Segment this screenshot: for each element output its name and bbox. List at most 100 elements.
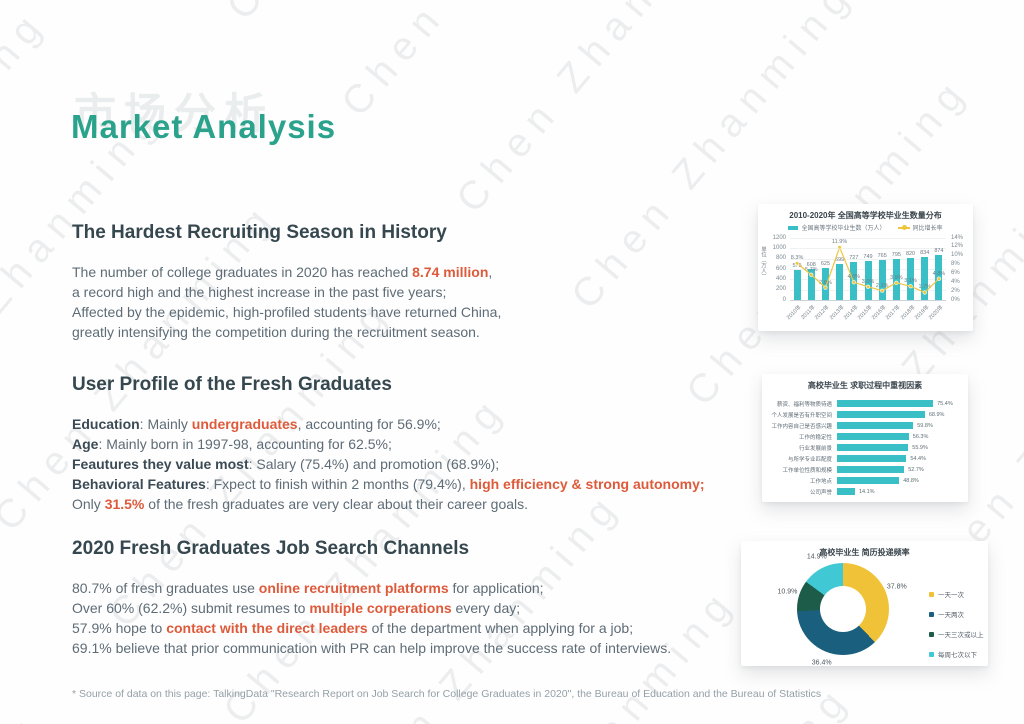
bar-value-label: 749 bbox=[863, 254, 873, 261]
text-segment: Behavioral Features bbox=[72, 476, 206, 492]
highlight-text: 8.74 million bbox=[412, 264, 489, 280]
legend-label: 一天一次 bbox=[938, 592, 964, 599]
hbar-row: 工作内容自己是否感兴趣 59.8% bbox=[770, 422, 962, 430]
legend-swatch-icon bbox=[929, 651, 934, 657]
slice-value-label: 10.9% bbox=[777, 588, 798, 596]
slice-value-label: 36.4% bbox=[811, 659, 832, 667]
bar bbox=[837, 400, 934, 407]
bar bbox=[921, 256, 929, 300]
bar-value-label: 59.8% bbox=[917, 422, 933, 429]
bar-value-label: 54.4% bbox=[910, 455, 926, 462]
highlight-text: undergraduates bbox=[191, 416, 298, 432]
y-axis-tick-left: 800 bbox=[775, 255, 786, 262]
bar-value-label: 68.9% bbox=[928, 411, 945, 418]
y-axis-tick-right: 6% bbox=[951, 269, 960, 276]
bar bbox=[836, 263, 844, 300]
section-heading: 2020 Fresh Graduates Job Search Channels bbox=[72, 538, 470, 559]
bar-value-label: 75.4% bbox=[937, 400, 953, 407]
bar-value-label: 874 bbox=[934, 247, 944, 254]
chart-plot: 单位（万人） 0 200 400 600 800 1000 1200 0% 2% 4% 6% 8% 10… bbox=[760, 235, 963, 322]
y-axis-tick-right: 10% bbox=[951, 252, 964, 259]
category-label: 公司声誉 bbox=[809, 489, 832, 496]
bar-value-label: 765 bbox=[877, 253, 887, 260]
text-segment: : Mainly born in 1997-98, accounting for… bbox=[98, 436, 392, 452]
text-line: Education: Mainly undergraduates, accoun… bbox=[72, 414, 732, 434]
category-label: 工作单位性质和规模 bbox=[782, 467, 832, 474]
slice-value-label: 37.8% bbox=[886, 583, 907, 591]
chart-card-graduates-trend: 2010-2020年 全国高等学校毕业生数量分布 全国高等学校毕业生数（万人） 同… bbox=[758, 204, 973, 331]
text-line: Behavioral Features: Fxpect to finish wi… bbox=[72, 474, 732, 494]
slice-value-label: 14.9% bbox=[806, 553, 827, 561]
bar-value-label: 608 bbox=[806, 261, 816, 268]
line-value-label: 2.1% bbox=[875, 282, 889, 289]
y-axis-tick-right: 8% bbox=[951, 261, 960, 268]
donut-hole bbox=[820, 586, 866, 632]
bar-value-label: 52.7% bbox=[908, 466, 924, 473]
y-axis-tick-left: 1000 bbox=[772, 244, 786, 251]
text-segment: Feautures they value most bbox=[72, 456, 249, 472]
legend-label: 每周七次以下 bbox=[938, 652, 977, 659]
category-label: 薪资、福利等物质待遇 bbox=[776, 401, 832, 408]
text-segment: greatly intensifying the competition dur… bbox=[72, 324, 480, 340]
chart-title: 高校毕业生 简历投递频率 bbox=[819, 548, 910, 557]
bar-value-label: 55.9% bbox=[912, 444, 928, 451]
legend-swatch-icon bbox=[929, 631, 934, 637]
bar bbox=[837, 433, 909, 440]
bar bbox=[878, 260, 886, 300]
bar-value-label: 820 bbox=[905, 250, 916, 257]
category-label: 工作地点 bbox=[809, 478, 832, 485]
hbar-row: 工作单位性质和规模 52.7% bbox=[770, 466, 962, 474]
bar-value-label: 575 bbox=[792, 263, 802, 270]
chart-legend: 一天一次 一天两次 一天三次或以上 每周七次以下 bbox=[929, 589, 984, 659]
section-job-channels: 2020 Fresh Graduates Job Search Channels… bbox=[72, 536, 732, 658]
legend-item: 每周七次以下 bbox=[929, 649, 984, 659]
text-line: Age: Mainly born in 1997-98, accounting … bbox=[72, 434, 732, 454]
bar bbox=[821, 267, 829, 300]
source-note: * Source of data on this page: TalkingDa… bbox=[72, 688, 822, 700]
page-title: Market Analysis bbox=[71, 108, 337, 145]
bar bbox=[807, 268, 815, 300]
text-segment: 57.9% hope to bbox=[72, 620, 167, 636]
highlight-text: online recruitment platforms bbox=[258, 580, 449, 596]
text-segment: : Salary (75.4%) and promotion (68.9%); bbox=[248, 456, 500, 472]
line-value-label: 2.8% bbox=[819, 279, 832, 286]
bar bbox=[864, 261, 872, 300]
text-segment: 80.7% of fresh graduates use bbox=[72, 580, 259, 596]
bar bbox=[837, 444, 909, 451]
text-segment: Only bbox=[72, 496, 105, 512]
section-body: 80.7% of fresh graduates use online recr… bbox=[72, 578, 732, 658]
bar-value-label: 727 bbox=[849, 255, 859, 262]
y-axis-tick-right: 4% bbox=[951, 278, 960, 285]
highlight-text: 31.5% bbox=[104, 496, 145, 512]
text-line: Feautures they value most: Salary (75.4%… bbox=[72, 454, 732, 474]
y-axis-tick-right: 12% bbox=[951, 243, 964, 250]
text-segment: every day; bbox=[451, 600, 521, 616]
category-label: 与所学专业匹配度 bbox=[787, 456, 832, 463]
text-segment: : Mainly bbox=[139, 416, 192, 432]
hbar-row: 工作地点 48.8% bbox=[770, 477, 962, 485]
category-label: 工作的稳定性 bbox=[798, 434, 832, 441]
hbar-row: 个人发展是否有升职空间 68.9% bbox=[770, 411, 962, 419]
chart-title: 2010-2020年 全国高等学校毕业生数量分布 bbox=[789, 211, 942, 220]
chart-card-resume-frequency: 高校毕业生 简历投递频率 37.8% 36.4% 10.9% 14.9% 一天一次 一天… bbox=[741, 541, 988, 666]
section-user-profile: User Profile of the Fresh Graduates Educ… bbox=[72, 372, 732, 514]
y-axis-tick-left: 200 bbox=[775, 286, 786, 293]
y-axis-title: 单位（万人） bbox=[760, 246, 766, 279]
line-value-label: 3.1% bbox=[904, 278, 917, 285]
y-axis-tick-left: 600 bbox=[775, 265, 786, 272]
y-axis-tick-left: 1200 bbox=[772, 234, 786, 241]
line-value-label: 1.7% bbox=[918, 284, 931, 291]
bar-value-label: 625 bbox=[820, 260, 831, 267]
text-segment: Over 60% (62.2%) submit resumes to bbox=[72, 600, 310, 616]
bar bbox=[837, 477, 900, 484]
legend-item-line: 同比增长率 bbox=[897, 223, 943, 232]
growth-line bbox=[794, 245, 942, 295]
bar-value-label: 14.1% bbox=[858, 488, 875, 495]
category-label: 行业发展前景 bbox=[798, 445, 832, 452]
hbar-row: 工作的稳定性 56.3% bbox=[770, 433, 962, 441]
text-line: greatly intensifying the competition dur… bbox=[72, 322, 732, 342]
line-value-label: 4.0% bbox=[847, 274, 861, 281]
chart-card-valued-factors: 高校毕业生 求职过程中重视因素 薪资、福利等物质待遇 75.4% 个人发展是否有升职… bbox=[762, 374, 968, 502]
text-segment: of the fresh graduates are very clear ab… bbox=[144, 496, 529, 512]
